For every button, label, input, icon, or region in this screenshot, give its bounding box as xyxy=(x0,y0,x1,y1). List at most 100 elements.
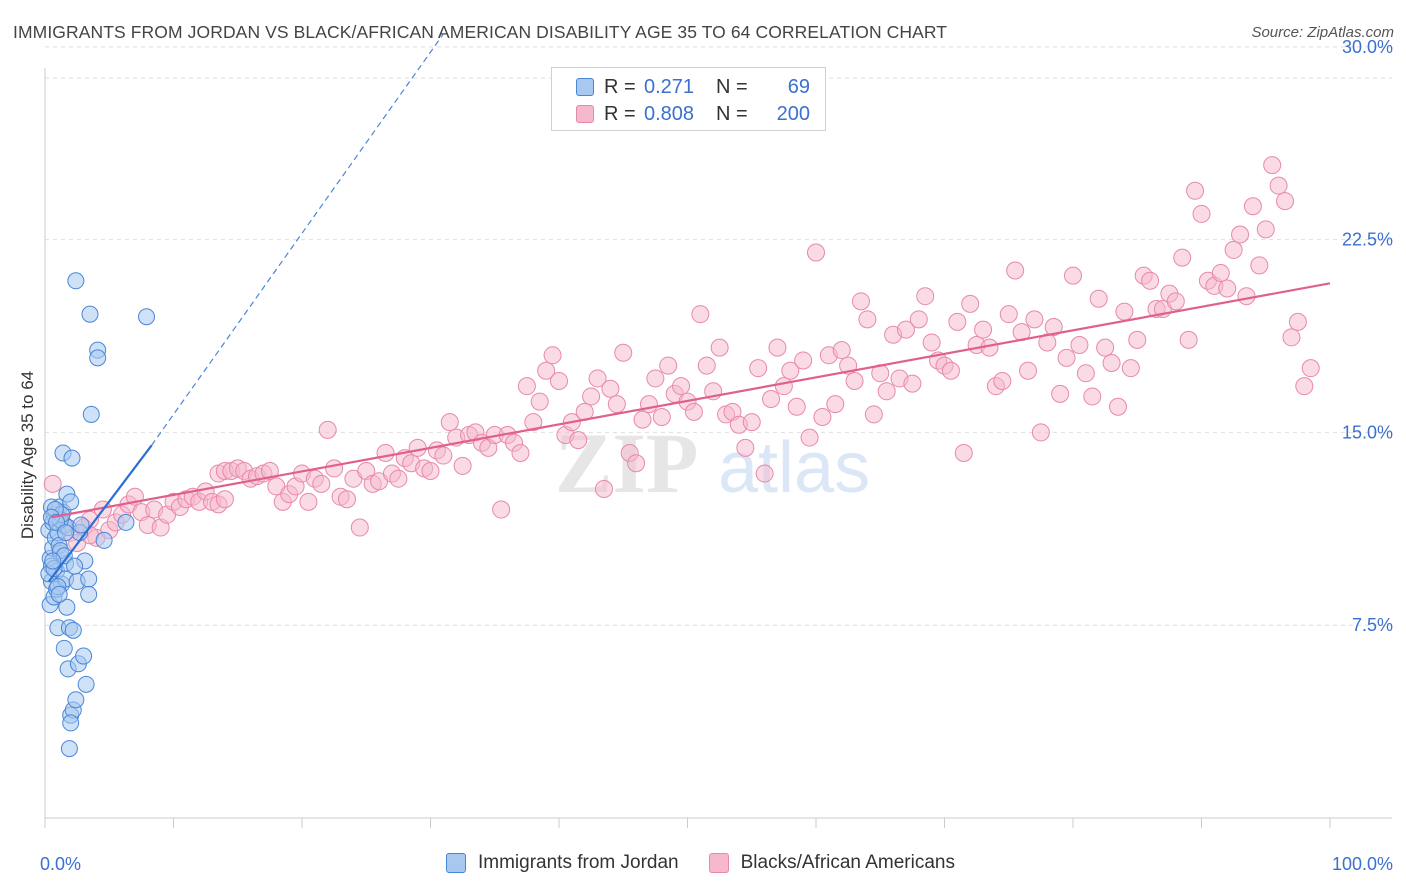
point-black xyxy=(813,408,832,427)
legend-swatch-jordan xyxy=(446,853,466,873)
point-black xyxy=(672,377,691,396)
point-jordan xyxy=(44,552,62,570)
point-black xyxy=(1166,292,1185,311)
point-black xyxy=(588,369,607,388)
point-black xyxy=(954,443,973,462)
point-black xyxy=(1076,364,1095,383)
point-black xyxy=(1108,397,1127,416)
point-black xyxy=(569,431,588,450)
chart-title: IMMIGRANTS FROM JORDAN VS BLACK/AFRICAN … xyxy=(13,22,948,42)
point-jordan xyxy=(50,585,68,603)
legend-r-label: R = xyxy=(604,75,636,98)
point-black xyxy=(453,456,472,475)
point-black xyxy=(511,443,530,462)
point-black xyxy=(851,292,870,311)
trend-line-jordan-extended xyxy=(151,33,444,446)
point-black xyxy=(299,492,318,511)
legend-label-jordan: Immigrants from Jordan xyxy=(478,852,679,873)
point-black xyxy=(749,359,768,378)
legend-n-value: 200 xyxy=(776,102,810,125)
point-jordan xyxy=(82,405,100,423)
point-jordan xyxy=(55,639,73,657)
point-black xyxy=(1263,156,1282,175)
point-black xyxy=(877,382,896,401)
point-black xyxy=(1301,359,1320,378)
point-jordan xyxy=(63,449,81,467)
point-jordan xyxy=(62,493,80,511)
point-black xyxy=(312,474,331,493)
point-black xyxy=(1173,248,1192,267)
point-black xyxy=(1295,377,1314,396)
point-jordan xyxy=(77,675,95,693)
x-tick-labels: 0.0% 100.0% xyxy=(40,854,1393,874)
point-black xyxy=(948,312,967,331)
point-jordan xyxy=(72,516,90,534)
legend-n-value: 69 xyxy=(787,75,810,98)
series-legend: Immigrants from Jordan Blacks/African Am… xyxy=(446,852,985,874)
point-black xyxy=(1218,279,1237,298)
point-black xyxy=(627,454,646,473)
point-jordan xyxy=(58,598,76,616)
legend-r-value: 0.808 xyxy=(644,102,695,125)
point-black xyxy=(1006,261,1025,280)
point-black xyxy=(1237,287,1256,306)
point-black xyxy=(646,369,665,388)
point-black xyxy=(909,310,928,329)
point-black xyxy=(325,459,344,478)
y-axis-label: Disability Age 35 to 64 xyxy=(18,371,37,539)
point-black xyxy=(215,490,234,509)
point-black xyxy=(1231,225,1250,244)
point-black xyxy=(916,287,935,306)
point-black xyxy=(1083,387,1102,406)
point-jordan xyxy=(81,305,99,323)
point-black xyxy=(543,346,562,365)
point-black xyxy=(1102,354,1121,373)
watermark-zip: ZIP xyxy=(555,415,698,511)
point-black xyxy=(1089,289,1108,308)
point-black xyxy=(787,397,806,416)
point-black xyxy=(1269,176,1288,195)
point-black xyxy=(781,361,800,380)
point-black xyxy=(1243,197,1262,216)
point-black xyxy=(659,356,678,375)
point-black xyxy=(1186,181,1205,200)
point-black xyxy=(961,294,980,313)
point-black xyxy=(524,413,543,432)
y-tick-label: 7.5% xyxy=(1352,615,1393,635)
point-black xyxy=(1128,330,1147,349)
point-jordan xyxy=(67,691,85,709)
point-black xyxy=(1276,192,1295,211)
legend-r-label: R = xyxy=(604,102,636,125)
y-tick-label: 30.0% xyxy=(1342,37,1393,57)
point-black xyxy=(832,341,851,360)
point-black xyxy=(864,405,883,424)
point-black xyxy=(1025,310,1044,329)
legend-item-jordan[interactable]: Immigrants from Jordan xyxy=(446,852,679,874)
watermark-atlas: atlas xyxy=(718,428,870,508)
point-jordan xyxy=(57,524,75,542)
point-black xyxy=(807,243,825,262)
point-jordan xyxy=(66,557,84,575)
y-tick-labels: 7.5% 15.0% 22.5% 30.0% xyxy=(1342,37,1393,635)
point-black xyxy=(826,395,845,414)
point-black xyxy=(1192,204,1211,223)
x-tick-label: 0.0% xyxy=(40,854,81,874)
trend-line-jordan xyxy=(47,444,153,583)
point-jordan xyxy=(80,570,98,588)
y-tick-label: 15.0% xyxy=(1342,422,1393,442)
legend-label-black: Blacks/African Americans xyxy=(740,852,955,873)
point-black xyxy=(845,372,864,391)
trend-lines xyxy=(47,33,1331,583)
legend-n-label: N = xyxy=(716,102,748,125)
axes xyxy=(44,68,1392,828)
point-black xyxy=(318,420,337,439)
point-black xyxy=(337,490,356,509)
point-black xyxy=(1070,336,1089,355)
point-black xyxy=(1019,361,1038,380)
legend-item-black[interactable]: Blacks/African Americans xyxy=(708,852,955,874)
point-black xyxy=(434,446,453,465)
point-black xyxy=(1250,256,1269,275)
point-black xyxy=(492,500,511,519)
point-black xyxy=(43,474,62,493)
